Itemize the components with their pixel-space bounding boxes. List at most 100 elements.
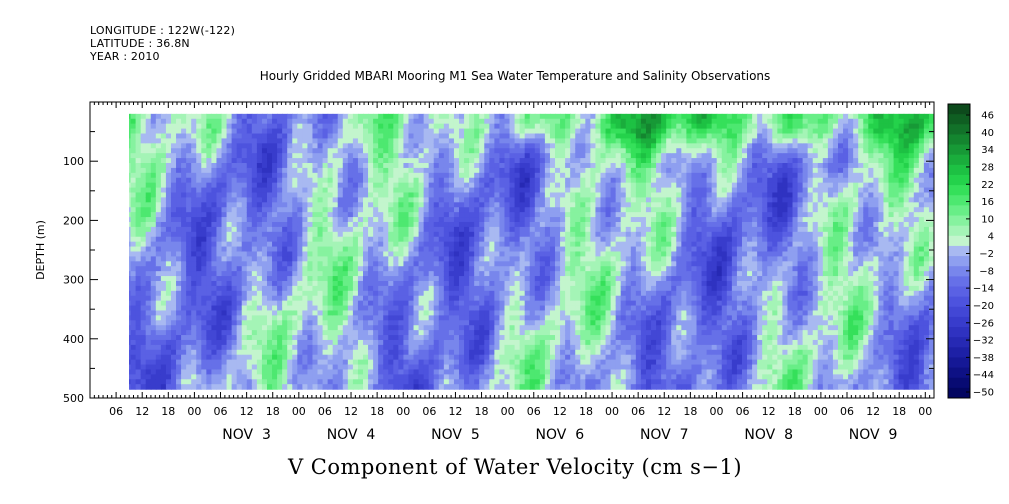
heatmap-cell (130, 251, 137, 257)
heatmap-cell (196, 285, 202, 292)
heatmap-cell (302, 300, 309, 307)
heatmap-cell (322, 172, 329, 179)
heatmap-cell (464, 207, 470, 213)
heatmap-cell (342, 167, 349, 174)
heatmap-cell (443, 295, 450, 302)
heatmap-cell (519, 354, 526, 361)
heatmap-cell (448, 369, 455, 375)
heatmap-cell (544, 123, 551, 130)
heatmap-cell (221, 138, 228, 144)
heatmap-cell (534, 118, 541, 125)
heatmap-cell (135, 384, 142, 390)
heatmap-cell (256, 172, 263, 179)
heatmap-cell (398, 290, 405, 297)
heatmap-cell (277, 158, 283, 164)
heatmap-cell (484, 207, 490, 213)
heatmap-cell (236, 221, 243, 228)
heatmap-cell (327, 217, 334, 223)
heatmap-cell (489, 207, 495, 213)
heatmap-cell (418, 148, 425, 154)
heatmap-cell (312, 330, 319, 336)
heatmap-cell (383, 118, 389, 125)
heatmap-cell (155, 280, 162, 287)
heatmap-cell (403, 172, 410, 179)
heatmap-cell (453, 197, 460, 203)
heatmap-cell (201, 153, 207, 159)
heatmap-cell (368, 236, 374, 243)
heatmap-cell (211, 359, 218, 366)
heatmap-cell (509, 217, 516, 223)
heatmap-cell (373, 221, 379, 228)
heatmap-cell (504, 148, 511, 154)
heatmap-cell (469, 364, 475, 371)
heatmap-cell (332, 266, 339, 272)
heatmap-cell (423, 177, 430, 184)
heatmap-cell (408, 266, 415, 272)
heatmap-cell (160, 369, 167, 375)
heatmap-cell (565, 167, 571, 174)
heatmap-cell (129, 158, 132, 164)
heatmap-cell (170, 236, 177, 243)
heatmap-cell (408, 192, 415, 199)
heatmap-cell (236, 261, 243, 267)
heatmap-cell (433, 315, 440, 321)
heatmap-cell (216, 320, 223, 326)
heatmap-cell (307, 153, 314, 159)
heatmap-cell (433, 231, 440, 238)
heatmap-cell (165, 330, 172, 336)
heatmap-cell (352, 384, 359, 390)
heatmap-cell (307, 172, 314, 179)
heatmap-cell (246, 133, 253, 140)
heatmap-cell (282, 153, 288, 159)
heatmap-cell (514, 305, 521, 312)
heatmap-cell (489, 271, 495, 277)
heatmap-cell (438, 128, 445, 135)
heatmap-cell (150, 163, 157, 169)
heatmap-cell (236, 280, 243, 287)
heatmap-cell (282, 300, 288, 307)
heatmap-cell (221, 276, 228, 282)
heatmap-cell (383, 153, 389, 159)
heatmap-cell (145, 285, 152, 292)
heatmap-cell (428, 123, 435, 130)
heatmap-cell (211, 271, 218, 277)
heatmap-cell (135, 335, 142, 341)
heatmap-cell (150, 300, 157, 307)
heatmap-cell (221, 369, 228, 375)
heatmap-cell (529, 305, 536, 312)
heatmap-cell (529, 172, 536, 179)
heatmap-cell (302, 354, 309, 361)
heatmap-cell (368, 118, 374, 125)
heatmap-cell (211, 276, 218, 282)
heatmap-cell (186, 163, 192, 169)
heatmap-cell (155, 163, 162, 169)
heatmap-cell (544, 167, 551, 174)
heatmap-cell (327, 276, 334, 282)
heatmap-cell (514, 221, 521, 228)
heatmap-cell (474, 167, 480, 174)
heatmap-cell (352, 177, 359, 184)
heatmap-cell (165, 276, 172, 282)
heatmap-cell (312, 128, 319, 135)
heatmap-cell (494, 226, 501, 233)
heatmap-cell (241, 325, 248, 331)
heatmap-cell (494, 231, 501, 238)
heatmap-cell (181, 226, 187, 233)
heatmap-cell (383, 251, 389, 257)
heatmap-cell (428, 167, 435, 174)
heatmap-cell (469, 384, 475, 390)
heatmap-cell (327, 295, 334, 302)
heatmap-cell (332, 280, 339, 287)
heatmap-cell (322, 187, 329, 194)
heatmap-cell (211, 123, 218, 130)
heatmap-cell (479, 251, 485, 257)
heatmap-cell (145, 330, 152, 336)
heatmap-cell (413, 118, 420, 125)
heatmap-cell (378, 339, 384, 346)
heatmap-cell (464, 143, 470, 149)
heatmap-cell (170, 261, 177, 267)
heatmap-cell (287, 364, 293, 371)
heatmap-cell (181, 305, 187, 312)
heatmap-cell (221, 158, 228, 164)
heatmap-cell (191, 246, 197, 253)
